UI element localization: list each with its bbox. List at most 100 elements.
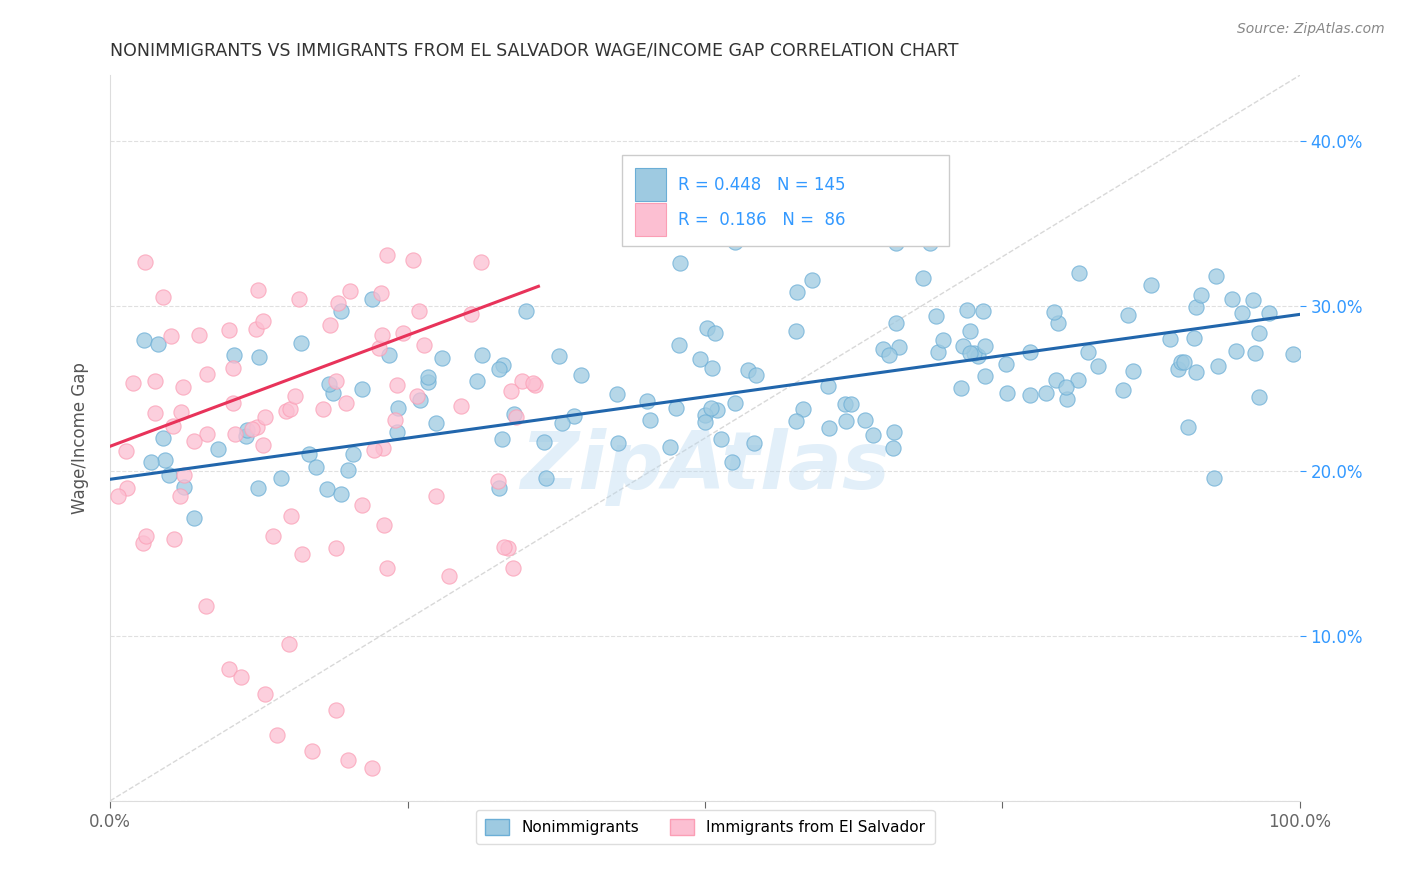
- Point: [337, 753, 360, 767]
- Point: [839, 397, 862, 411]
- Point: [883, 425, 905, 439]
- Point: [912, 270, 935, 285]
- Point: [157, 468, 180, 483]
- Point: [1159, 332, 1181, 346]
- Point: [966, 349, 988, 363]
- Point: [276, 404, 298, 418]
- Point: [425, 416, 447, 430]
- Point: [693, 408, 716, 422]
- Point: [221, 360, 243, 375]
- Point: [950, 381, 973, 395]
- Point: [195, 599, 218, 613]
- Point: [325, 541, 347, 555]
- Point: [392, 326, 415, 341]
- Point: [402, 253, 425, 268]
- Point: [373, 441, 395, 455]
- Point: [301, 744, 323, 758]
- Point: [862, 428, 884, 442]
- Point: [785, 414, 807, 428]
- Point: [1247, 326, 1270, 340]
- Point: [956, 303, 979, 318]
- Point: [245, 322, 267, 336]
- Point: [638, 413, 661, 427]
- Point: [571, 368, 593, 383]
- Point: [339, 284, 361, 298]
- Point: [636, 393, 658, 408]
- Point: [496, 541, 519, 556]
- Point: [329, 487, 352, 501]
- Text: R =  0.186   N =  86: R = 0.186 N = 86: [678, 211, 845, 228]
- Point: [170, 405, 193, 419]
- Text: ZipAtlas: ZipAtlas: [520, 428, 890, 506]
- Point: [183, 511, 205, 525]
- Point: [325, 374, 347, 388]
- Point: [884, 316, 907, 330]
- Point: [418, 370, 440, 384]
- Point: [1205, 269, 1227, 284]
- Point: [1122, 364, 1144, 378]
- Point: [115, 444, 138, 458]
- Point: [959, 324, 981, 338]
- Point: [361, 292, 384, 306]
- Point: [1043, 305, 1066, 319]
- Point: [548, 349, 571, 363]
- Point: [505, 409, 527, 424]
- Point: [696, 320, 718, 334]
- Point: [311, 401, 333, 416]
- Point: [515, 303, 537, 318]
- Point: [342, 447, 364, 461]
- Point: [253, 687, 276, 701]
- Point: [488, 474, 510, 488]
- Text: R = 0.448   N = 145: R = 0.448 N = 145: [678, 176, 845, 194]
- Point: [229, 670, 252, 684]
- Point: [328, 295, 350, 310]
- Point: [1241, 293, 1264, 308]
- Point: [160, 329, 183, 343]
- Point: [322, 385, 344, 400]
- Point: [1077, 345, 1099, 359]
- Point: [665, 401, 688, 415]
- Point: [413, 338, 436, 352]
- Point: [375, 561, 398, 575]
- Point: [710, 432, 733, 446]
- Point: [1067, 373, 1090, 387]
- Point: [169, 490, 191, 504]
- Point: [1220, 293, 1243, 307]
- Point: [1167, 362, 1189, 376]
- Point: [152, 289, 174, 303]
- Point: [693, 415, 716, 429]
- Point: [378, 348, 401, 362]
- Point: [371, 327, 394, 342]
- Point: [195, 367, 218, 381]
- Point: [318, 376, 340, 391]
- Point: [172, 380, 194, 394]
- Point: [363, 443, 385, 458]
- Point: [132, 333, 155, 347]
- Point: [704, 326, 727, 340]
- Point: [408, 304, 430, 318]
- Point: [1019, 344, 1042, 359]
- Point: [1116, 308, 1139, 322]
- Point: [375, 248, 398, 262]
- Point: [1170, 355, 1192, 369]
- Point: [288, 292, 311, 306]
- Point: [367, 341, 389, 355]
- Point: [1185, 365, 1208, 379]
- Point: [183, 434, 205, 448]
- Point: [350, 498, 373, 512]
- Point: [1177, 420, 1199, 434]
- Point: [882, 441, 904, 455]
- Y-axis label: Wage/Income Gap: Wage/Income Gap: [72, 362, 89, 514]
- Point: [607, 435, 630, 450]
- Point: [246, 481, 269, 495]
- Point: [889, 340, 911, 354]
- Point: [153, 452, 176, 467]
- Point: [658, 440, 681, 454]
- Point: [700, 361, 723, 376]
- Point: [1173, 355, 1195, 369]
- Point: [173, 480, 195, 494]
- Point: [792, 401, 814, 416]
- Point: [173, 468, 195, 483]
- Point: [134, 255, 156, 269]
- Point: [117, 481, 139, 495]
